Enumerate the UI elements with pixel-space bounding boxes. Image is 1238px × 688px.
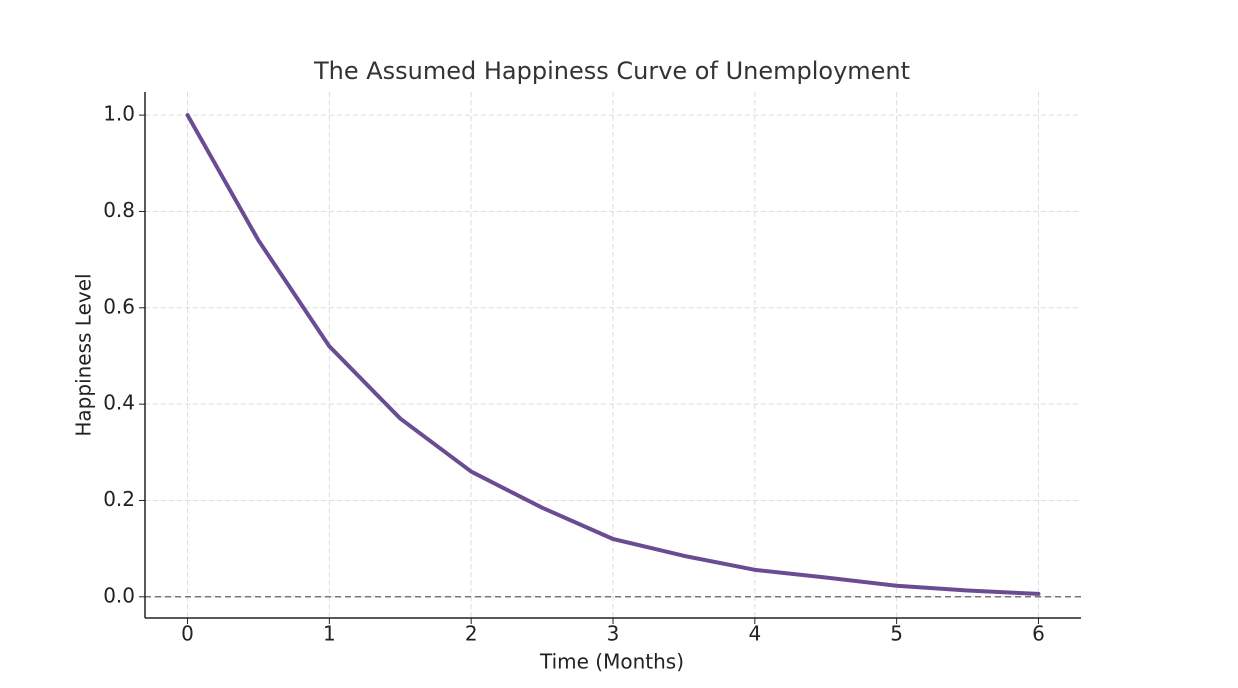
x-tick-label: 0 [181, 622, 194, 646]
x-tick-label: 3 [607, 622, 620, 646]
y-axis-label: Happiness Level [72, 273, 96, 436]
y-tick-label: 0.8 [103, 198, 135, 222]
data-line [185, 113, 1041, 596]
x-tick-label: 2 [465, 622, 478, 646]
x-tick-label: 1 [323, 622, 336, 646]
x-tick-label: 5 [890, 622, 903, 646]
chart-title: The Assumed Happiness Curve of Unemploym… [313, 57, 910, 85]
y-tick-label: 0.2 [103, 487, 135, 511]
x-axis-label: Time (Months) [539, 650, 684, 674]
y-tick-label: 0.4 [103, 391, 135, 415]
y-tick-label: 1.0 [103, 102, 135, 126]
x-tick-label: 4 [748, 622, 761, 646]
y-tick-label: 0.0 [103, 583, 135, 607]
x-tick-label: 6 [1032, 622, 1045, 646]
y-tick-label: 0.6 [103, 294, 135, 318]
